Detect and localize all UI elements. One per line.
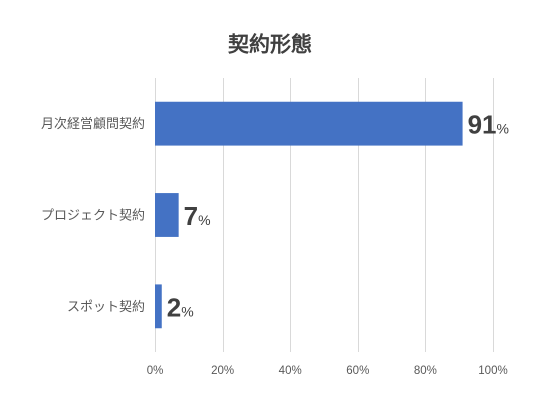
x-tick-label: 40% bbox=[279, 365, 302, 377]
x-tick-label: 60% bbox=[346, 365, 369, 377]
category-label: プロジェクト契約 bbox=[41, 208, 145, 223]
data-labels: 91%7%2% bbox=[167, 110, 509, 323]
x-tick-label: 100% bbox=[478, 365, 507, 377]
data-label-unit: % bbox=[198, 212, 210, 228]
bar-1 bbox=[155, 101, 463, 146]
data-label: 2% bbox=[167, 292, 194, 322]
category-label: 月次経営顧問契約 bbox=[41, 116, 145, 131]
data-label-value: 2 bbox=[167, 292, 181, 322]
data-label-unit: % bbox=[181, 303, 193, 319]
value-axis-labels: 0% 20% 40% 60% 80% 100% bbox=[147, 365, 508, 377]
data-label-value: 91 bbox=[468, 110, 497, 140]
x-tick-label: 20% bbox=[211, 365, 234, 377]
data-label: 7% bbox=[184, 201, 211, 231]
data-label-unit: % bbox=[497, 121, 509, 137]
data-label-value: 7 bbox=[184, 201, 198, 231]
x-tick-label: 80% bbox=[414, 365, 437, 377]
bar-3 bbox=[155, 284, 162, 329]
category-label: スポット契約 bbox=[67, 299, 145, 314]
x-tick-label: 0% bbox=[147, 365, 164, 377]
chart-title: 契約形態 bbox=[227, 33, 312, 57]
bars bbox=[155, 101, 463, 329]
bar-2 bbox=[155, 193, 179, 237]
data-label: 91% bbox=[468, 110, 509, 140]
